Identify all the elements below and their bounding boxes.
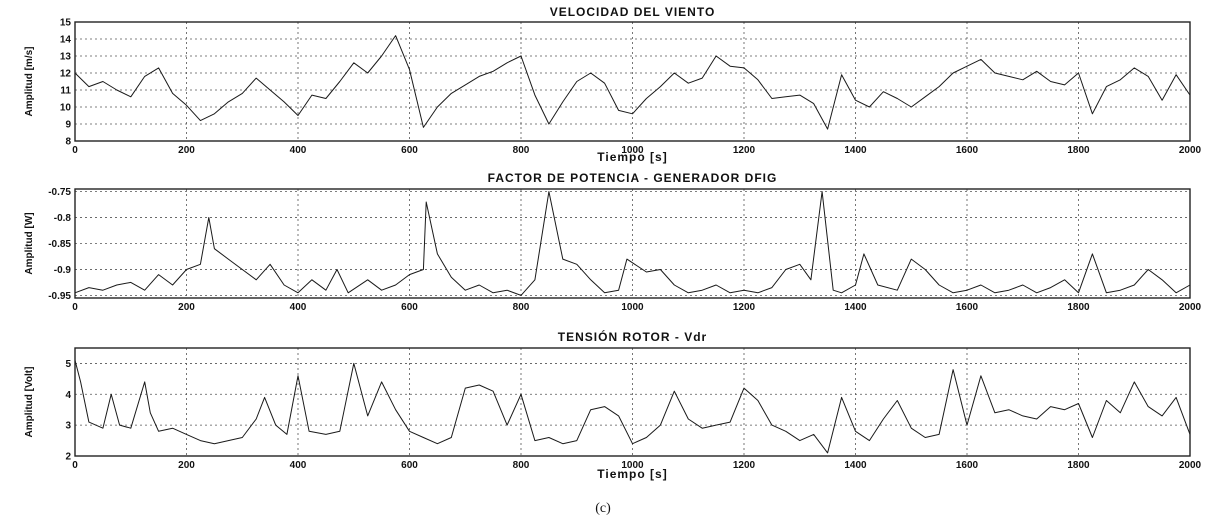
series-line-1 xyxy=(74,191,1191,296)
x-axis-label: Tiempo [s] xyxy=(597,150,667,164)
y-tick-label: 2 xyxy=(65,452,71,463)
figure-caption: (c) xyxy=(595,501,611,516)
x-tick-label: 1400 xyxy=(844,302,867,313)
x-tick-label: 200 xyxy=(178,145,195,156)
y-tick-label: 8 xyxy=(65,137,71,148)
x-tick-label: 400 xyxy=(290,460,307,471)
y-axis-label: Amplitud [W] xyxy=(24,212,35,274)
x-tick-label: 1400 xyxy=(844,145,867,156)
y-tick-label: 15 xyxy=(60,18,72,29)
x-tick-label: 400 xyxy=(290,302,307,313)
y-tick-label: 12 xyxy=(60,69,72,80)
y-tick-label: 4 xyxy=(65,390,71,401)
x-tick-label: 1000 xyxy=(621,460,644,471)
x-tick-label: 1800 xyxy=(1067,302,1090,313)
x-tick-label: 1200 xyxy=(733,302,756,313)
series-line-1 xyxy=(74,35,1191,130)
x-tick-label: 600 xyxy=(401,460,418,471)
y-tick-label: 5 xyxy=(65,359,71,370)
y-tick-label: 13 xyxy=(60,52,72,63)
x-axis-label: Tiempo [s] xyxy=(597,467,667,481)
chart-panel-3: 0 200 400 600 800 1000 1200 1400 1600 1800 2000 2 3 4… xyxy=(24,329,1202,481)
x-tick-label: 1800 xyxy=(1067,460,1090,471)
chart-panel-2: 0 200 400 600 800 1000 1200 1400 1600 1800 2000 -0.… xyxy=(24,171,1202,313)
x-tick-label: 200 xyxy=(178,302,195,313)
y-tick-label: -0.85 xyxy=(48,239,71,250)
y-tick-label: -0.75 xyxy=(48,187,71,198)
x-tick-label: 1400 xyxy=(844,460,867,471)
y-tick-label: 9 xyxy=(65,120,71,131)
y-tick-label: -0.9 xyxy=(54,265,72,276)
chart-panel-1: 0 200 400 600 800 1000 1200 1400 1600 1800 2000 8 9 1… xyxy=(24,5,1202,164)
chart-title: FACTOR DE POTENCIA - GENERADOR DFIG xyxy=(488,171,778,185)
x-tick-label: 800 xyxy=(513,145,530,156)
series-line-1 xyxy=(74,360,1191,454)
x-tick-label: 0 xyxy=(72,460,78,471)
x-tick-label: 200 xyxy=(178,460,195,471)
chart-title: TENSIÓN ROTOR - Vdr xyxy=(558,329,707,344)
x-tick-label: 1600 xyxy=(956,460,979,471)
x-tick-label: 1800 xyxy=(1067,145,1090,156)
x-tick-label: 2000 xyxy=(1179,460,1202,471)
x-tick-label: 800 xyxy=(513,302,530,313)
x-tick-label: 600 xyxy=(401,302,418,313)
x-tick-label: 1200 xyxy=(733,460,756,471)
x-tick-label: 1200 xyxy=(733,145,756,156)
x-tick-label: 600 xyxy=(401,145,418,156)
y-axis-label: Amplitud [Volt] xyxy=(24,367,35,438)
y-axis-label: Amplitud [m/s] xyxy=(24,47,35,117)
x-tick-label: 1600 xyxy=(956,145,979,156)
x-tick-label: 0 xyxy=(72,145,78,156)
chart-title: VELOCIDAD DEL VIENTO xyxy=(550,5,716,19)
y-tick-label: 14 xyxy=(60,35,72,46)
x-tick-label: 0 xyxy=(72,302,78,313)
y-tick-label: 10 xyxy=(60,103,72,114)
plot-frame xyxy=(74,21,1191,142)
x-tick-label: 2000 xyxy=(1179,302,1202,313)
x-tick-label: 1000 xyxy=(621,145,644,156)
x-tick-label: 800 xyxy=(513,460,530,471)
plot-frame xyxy=(74,188,1191,299)
x-tick-label: 400 xyxy=(290,145,307,156)
y-tick-label: -0.8 xyxy=(54,213,72,224)
y-tick-label: 11 xyxy=(60,86,71,97)
x-tick-label: 1600 xyxy=(956,302,979,313)
plot-frame xyxy=(74,347,1191,457)
x-tick-label: 2000 xyxy=(1179,145,1202,156)
x-tick-label: 1000 xyxy=(621,302,644,313)
y-tick-label: 3 xyxy=(65,421,71,432)
y-tick-label: -0.95 xyxy=(48,291,71,302)
